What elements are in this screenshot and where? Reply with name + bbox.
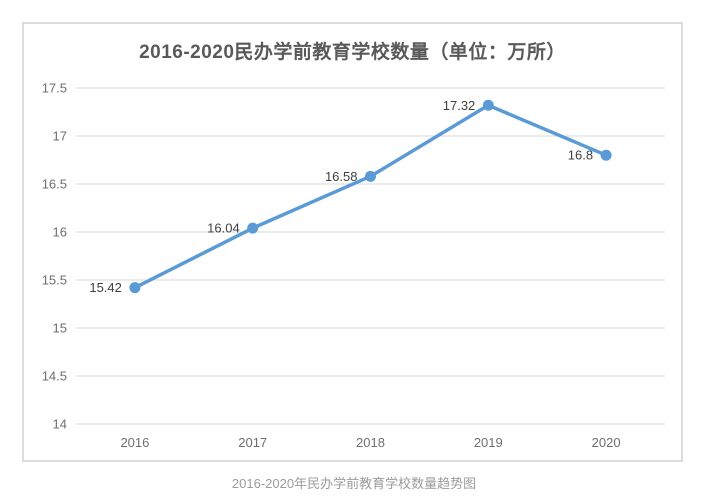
line-chart-plot-area: 14 14.5 15 15.5 16 16.5 17 17.5 2016 2017 2018 2019…: [42, 81, 665, 450]
x-axis-tick-label: 2019: [474, 435, 503, 450]
data-point-marker: [129, 282, 141, 294]
data-point-label: 17.32: [443, 98, 476, 113]
data-series-line: [133, 103, 608, 290]
x-axis-tick-label: 2017: [238, 435, 267, 450]
chart-title: 2016-2020民办学前教育学校数量（单位：万所）: [139, 42, 566, 63]
x-axis-tick-label: 2018: [356, 435, 385, 450]
y-axis-tick-label: 16: [53, 225, 67, 240]
data-point-label: 15.42: [89, 280, 122, 295]
y-axis-tick-label: 17.5: [42, 81, 67, 96]
y-axis-tick-label: 15.5: [42, 273, 67, 288]
data-point-marker: [600, 149, 612, 161]
y-axis-tick-label: 15: [53, 321, 67, 336]
data-point-label: 16.8: [568, 148, 593, 163]
y-axis-tick-label: 14: [53, 417, 67, 432]
data-point-label: 16.58: [325, 169, 358, 184]
y-axis-tick-label: 16.5: [42, 177, 67, 192]
x-axis-tick-label: 2016: [120, 435, 149, 450]
data-point-marker: [365, 170, 376, 182]
chart-caption: 2016-2020年民办学前教育学校数量趋势图: [231, 476, 477, 491]
chart-card: 2016-2020民办学前教育学校数量（单位：万所） 14 14.5 15 15.5 1…: [22, 22, 683, 462]
data-point-marker: [482, 99, 494, 111]
data-point-marker: [247, 222, 259, 234]
x-axis-tick-label: 2020: [592, 435, 621, 450]
y-axis-tick-label: 17: [53, 129, 67, 144]
y-axis-tick-label: 14.5: [42, 369, 67, 384]
data-point-label: 16.04: [207, 221, 240, 236]
